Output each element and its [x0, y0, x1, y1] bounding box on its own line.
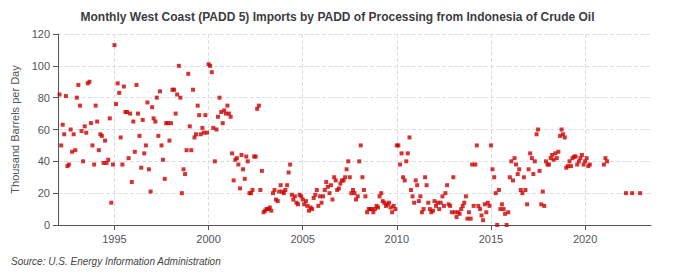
svg-text:100: 100: [32, 60, 50, 72]
svg-text:0: 0: [44, 219, 50, 231]
svg-text:Source: U.S. Energy Informatio: Source: U.S. Energy Information Administ…: [11, 256, 221, 267]
svg-text:40: 40: [38, 155, 50, 167]
svg-text:2015: 2015: [479, 233, 503, 245]
svg-text:2020: 2020: [573, 233, 597, 245]
svg-text:120: 120: [32, 28, 50, 40]
svg-text:2005: 2005: [290, 233, 314, 245]
svg-text:80: 80: [38, 92, 50, 104]
svg-text:2010: 2010: [385, 233, 409, 245]
svg-text:2000: 2000: [196, 233, 220, 245]
svg-text:60: 60: [38, 124, 50, 136]
svg-text:1995: 1995: [102, 233, 126, 245]
svg-text:Monthly West Coast (PADD 5) Im: Monthly West Coast (PADD 5) Imports by P…: [80, 10, 594, 24]
svg-text:Thousand Barrels per Day: Thousand Barrels per Day: [9, 65, 21, 194]
svg-text:20: 20: [38, 187, 50, 199]
